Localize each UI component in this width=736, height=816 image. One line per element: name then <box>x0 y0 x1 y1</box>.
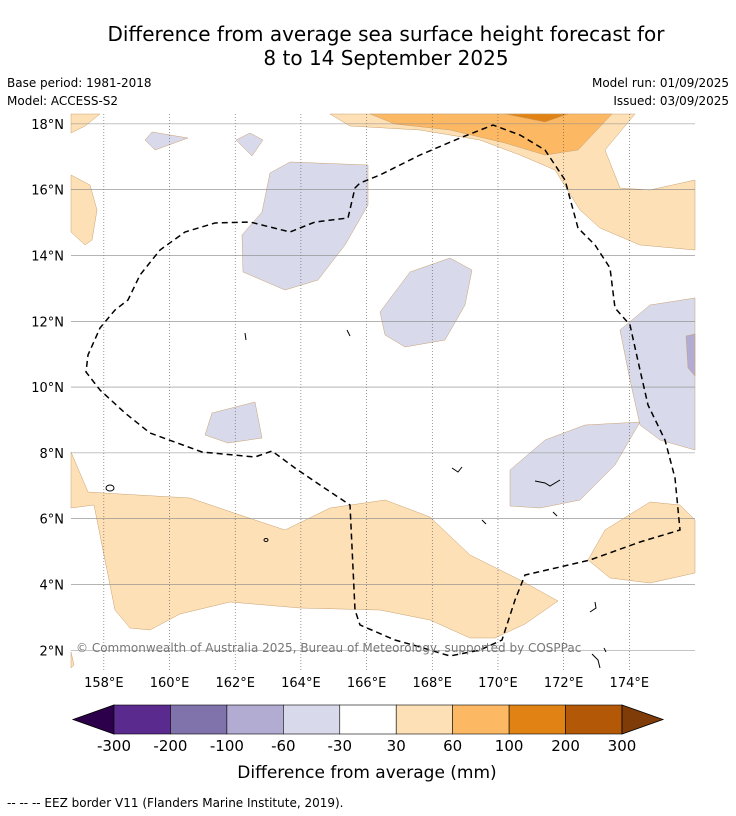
island <box>451 466 463 473</box>
colorbar-label: Difference from average (mm) <box>237 763 496 783</box>
moderate-negative-anomaly-east <box>685 333 696 377</box>
colorbar-segment <box>452 704 510 735</box>
latitude-label: 12°N <box>31 315 64 330</box>
longitude-label: 174°E <box>610 676 650 691</box>
colorbar-segment <box>339 704 397 735</box>
positive-anomaly-east <box>587 501 696 584</box>
colorbar-tick-label: 300 <box>608 737 637 755</box>
latitude-labels: 2°N 4°N 6°N 8°N 10°N 12°N 14°N 16°N 18°N <box>31 118 64 659</box>
positive-anomaly-north <box>329 113 696 251</box>
gridlines <box>71 114 695 670</box>
latitude-label: 14°N <box>31 249 64 264</box>
colorbar-segment <box>565 704 623 735</box>
latitude-label: 18°N <box>31 118 64 133</box>
colorbar-tick-label: -60 <box>271 737 296 755</box>
negative-anomaly-2 <box>235 132 264 157</box>
longitude-label: 164°E <box>281 676 321 691</box>
island <box>346 329 351 337</box>
map-figure: © Commonwealth of Australia 2025, Bureau… <box>31 113 696 783</box>
negative-anomaly-4 <box>379 257 473 348</box>
longitude-label: 162°E <box>215 676 255 691</box>
latitude-label: 16°N <box>31 184 64 199</box>
longitude-label: 166°E <box>347 676 387 691</box>
model-run-text: Model run: 01/09/2025 <box>591 76 729 90</box>
longitude-label: 170°E <box>478 676 518 691</box>
eez-legend-text: -- -- -- EEZ border V11 (Flanders Marine… <box>7 796 344 810</box>
colorbar-segment <box>113 704 171 735</box>
island <box>263 538 269 542</box>
longitude-labels: 158°E 160°E 162°E 164°E 166°E 168°E 170°E 172°E… <box>84 676 649 691</box>
island <box>591 653 601 669</box>
positive-anomaly-corner <box>70 113 101 134</box>
copyright-text: © Commonwealth of Australia 2025, Bureau… <box>76 641 581 655</box>
base-period-text: Base period: 1981-2018 <box>7 76 152 90</box>
colorbar-segment <box>395 704 453 735</box>
colorbar-tick-label: -100 <box>210 737 244 755</box>
latitude-label: 4°N <box>40 578 65 593</box>
colorbar-segment <box>170 704 228 735</box>
strong-positive-anomaly-north <box>369 113 613 156</box>
positive-anomaly-south-tip <box>70 651 75 669</box>
latitude-label: 6°N <box>40 513 65 528</box>
island <box>534 479 561 487</box>
longitude-label: 158°E <box>84 676 124 691</box>
colorbar-tick-label: 100 <box>495 737 524 755</box>
title-line-1: Difference from average sea surface heig… <box>107 22 665 46</box>
positive-anomaly-south <box>70 451 559 639</box>
islands <box>105 329 607 669</box>
meta-right: Model run: 01/09/2025 Issued: 03/09/2025 <box>592 74 729 110</box>
island <box>481 519 487 525</box>
negative-anomaly-7 <box>509 421 641 509</box>
meta-left: Base period: 1981-2018 Model: ACCESS-S2 <box>7 74 152 110</box>
longitude-label: 172°E <box>544 676 584 691</box>
colorbar-segment <box>283 704 341 735</box>
chart-title: Difference from average sea surface heig… <box>0 22 736 70</box>
colorbar: -300 -200 -100 -60 -30 30 60 100 200 300 <box>71 704 665 755</box>
negative-anomaly-6 <box>619 297 696 451</box>
colorbar-segment <box>508 704 566 735</box>
colorbar-extend-high <box>621 704 665 735</box>
colorbar-tick-label: -300 <box>97 737 131 755</box>
model-text: Model: ACCESS-S2 <box>7 94 119 108</box>
very-strong-positive-anomaly-north <box>504 113 569 123</box>
longitude-label: 168°E <box>412 676 452 691</box>
latitude-label: 8°N <box>40 447 65 462</box>
longitude-label: 160°E <box>150 676 190 691</box>
colorbar-tick-label: -30 <box>328 737 353 755</box>
colorbar-tick-label: -200 <box>153 737 187 755</box>
negative-anomaly-5 <box>204 401 263 444</box>
latitude-label: 10°N <box>31 381 64 396</box>
island <box>105 484 115 492</box>
title-line-2: 8 to 14 September 2025 <box>263 46 509 70</box>
issued-text: Issued: 03/09/2025 <box>613 94 729 108</box>
colorbar-extend-low <box>71 704 115 735</box>
island <box>589 601 597 613</box>
island <box>603 647 607 653</box>
colorbar-tick-label: 200 <box>551 737 580 755</box>
latitude-label: 2°N <box>40 644 65 659</box>
positive-anomaly-west <box>70 174 98 246</box>
island <box>244 332 247 341</box>
colorbar-tick-label: 60 <box>443 737 462 755</box>
island <box>552 511 558 517</box>
colorbar-segment <box>226 704 284 735</box>
colorbar-tick-label: 30 <box>387 737 406 755</box>
eez-border <box>85 124 681 657</box>
negative-anomaly-1 <box>144 131 189 151</box>
map-panel: © Commonwealth of Australia 2025, Bureau… <box>70 113 696 670</box>
